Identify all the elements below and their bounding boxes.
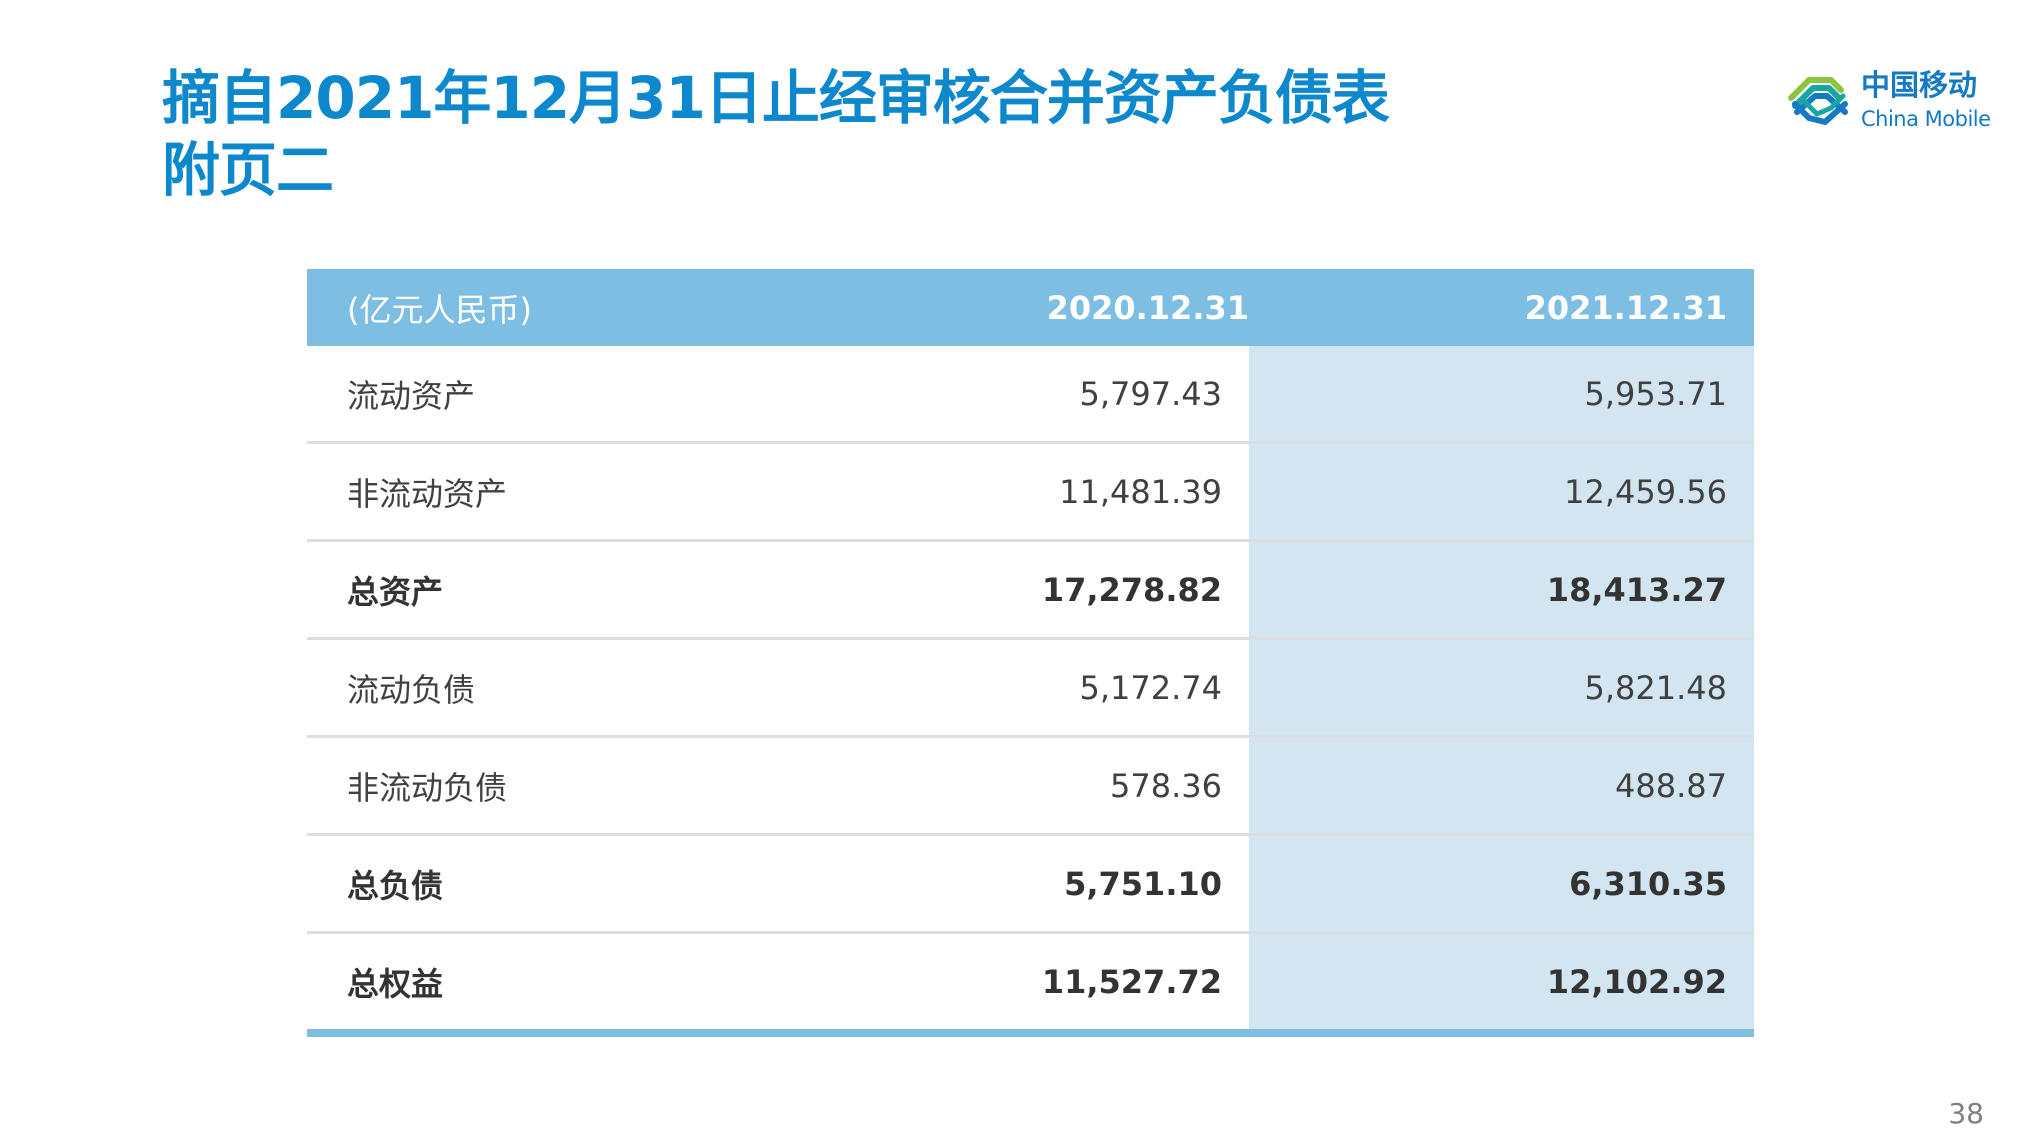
row-label: 总权益 bbox=[347, 964, 444, 1003]
value-2020: 11,481.39 bbox=[1059, 472, 1222, 511]
table-row-total: 总权益 11,527.72 12,102.92 bbox=[307, 934, 1754, 1029]
table-row: 流动负债 5,172.74 5,821.48 bbox=[307, 640, 1754, 738]
row-label: 非流动资产 bbox=[347, 474, 508, 513]
value-2021: 5,821.48 bbox=[1584, 668, 1728, 707]
table-header: (亿元人民币) 2020.12.31 2021.12.31 bbox=[307, 269, 1754, 346]
page-title: 摘自2021年12月31日止经审核合并资产负债表 附页二 bbox=[162, 62, 1390, 206]
header-unit: (亿元人民币) bbox=[347, 290, 532, 329]
china-mobile-logo-icon bbox=[1788, 77, 1848, 125]
table-row: 非流动负债 578.36 488.87 bbox=[307, 738, 1754, 836]
page-number: 38 bbox=[1948, 1097, 1984, 1130]
table-row-total: 总负债 5,751.10 6,310.35 bbox=[307, 836, 1754, 934]
logo-english-name: China Mobile bbox=[1861, 107, 1991, 131]
table-row: 流动资产 5,797.43 5,953.71 bbox=[307, 346, 1754, 444]
value-2021: 5,953.71 bbox=[1584, 374, 1728, 413]
row-label: 总负债 bbox=[347, 866, 444, 905]
value-2020: 5,172.74 bbox=[1079, 668, 1223, 707]
title-line-1: 摘自2021年12月31日止经审核合并资产负债表 bbox=[162, 64, 1390, 132]
title-line-2: 附页二 bbox=[162, 136, 334, 204]
row-label: 流动资产 bbox=[347, 376, 476, 415]
value-2020: 17,278.82 bbox=[1041, 570, 1222, 609]
table-row: 非流动资产 11,481.39 12,459.56 bbox=[307, 444, 1754, 542]
value-2021: 6,310.35 bbox=[1569, 864, 1727, 903]
value-2021: 18,413.27 bbox=[1546, 570, 1727, 609]
value-2021: 12,102.92 bbox=[1546, 962, 1727, 1001]
header-2020: 2020.12.31 bbox=[1046, 288, 1249, 327]
china-mobile-logo: 中国移动 China Mobile bbox=[1785, 62, 2005, 142]
table-body: 流动资产 5,797.43 5,953.71 非流动资产 11,481.39 1… bbox=[307, 346, 1754, 1029]
value-2020: 11,527.72 bbox=[1041, 962, 1222, 1001]
row-label: 流动负债 bbox=[347, 670, 476, 709]
value-2020: 578.36 bbox=[1110, 766, 1222, 805]
table-row-total: 总资产 17,278.82 18,413.27 bbox=[307, 542, 1754, 640]
table-bottom-rule bbox=[307, 1029, 1754, 1037]
value-2021: 488.87 bbox=[1615, 766, 1727, 805]
row-label: 总资产 bbox=[347, 572, 444, 611]
value-2021: 12,459.56 bbox=[1564, 472, 1727, 511]
logo-chinese-name: 中国移动 bbox=[1861, 68, 1978, 102]
value-2020: 5,751.10 bbox=[1064, 864, 1222, 903]
value-2020: 5,797.43 bbox=[1079, 374, 1223, 413]
row-label: 非流动负债 bbox=[347, 768, 508, 807]
balance-sheet-table: (亿元人民币) 2020.12.31 2021.12.31 流动资产 5,797… bbox=[307, 269, 1754, 1037]
header-2021: 2021.12.31 bbox=[1524, 288, 1727, 327]
